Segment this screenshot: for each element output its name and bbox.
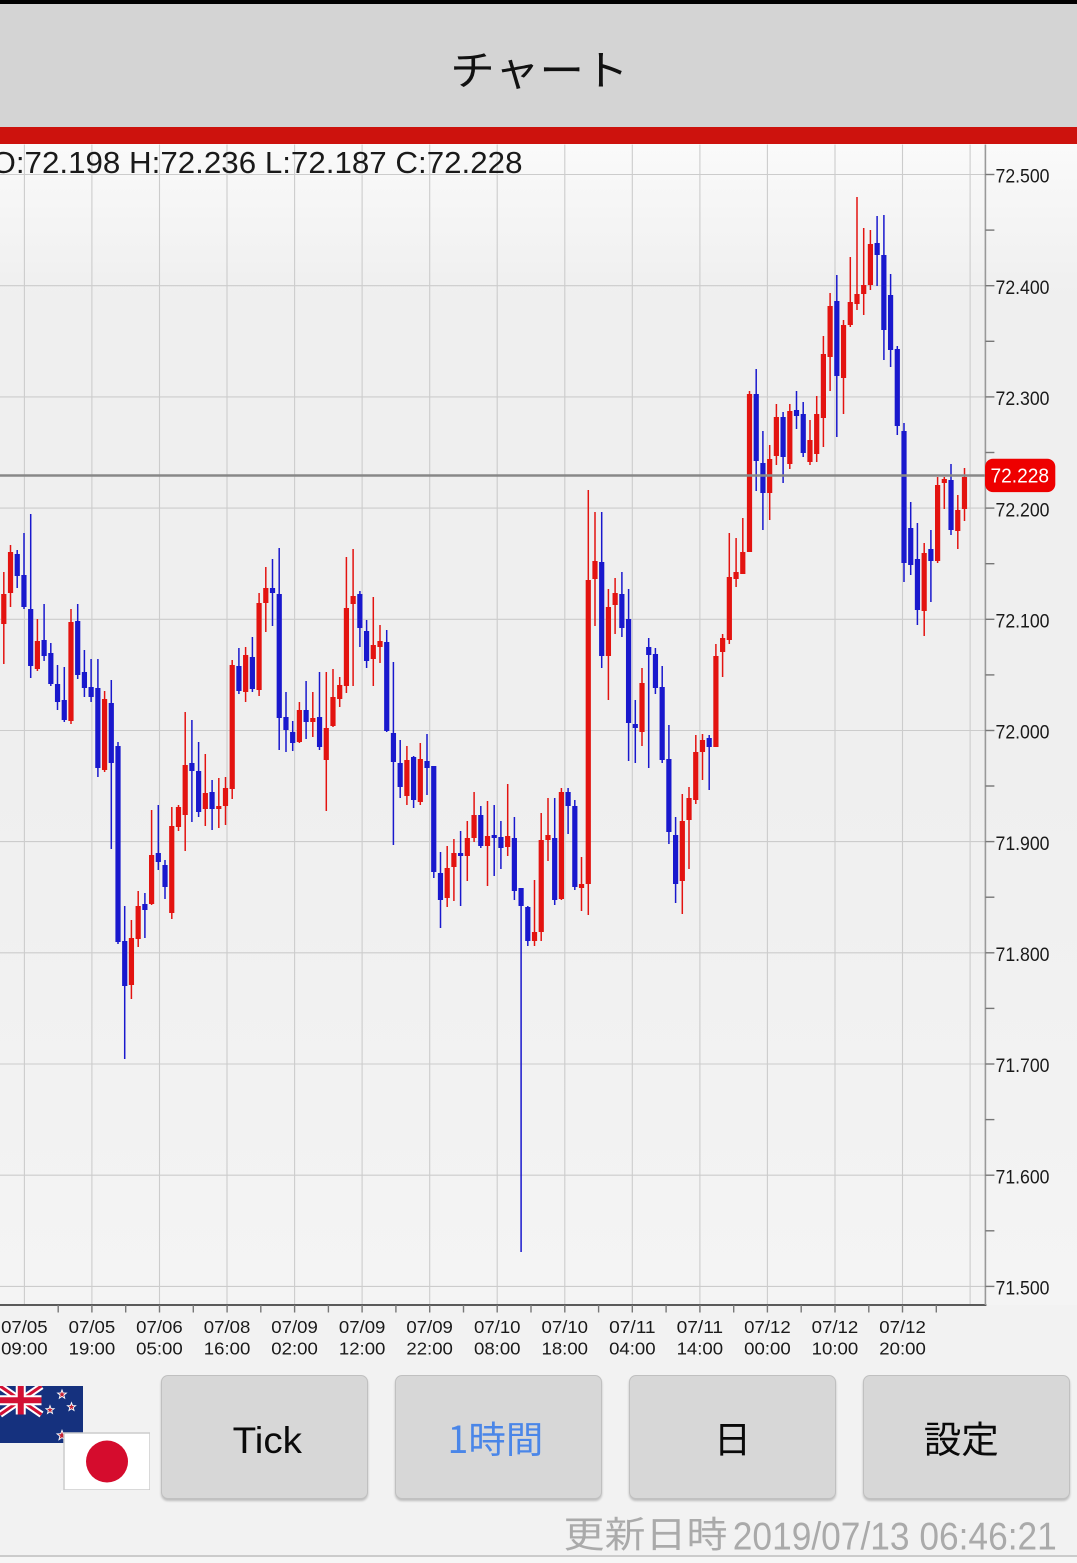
- svg-text:07/06: 07/06: [136, 1317, 183, 1337]
- svg-text:2019/07/13 06:46:21: 2019/07/13 06:46:21: [733, 1516, 1057, 1559]
- svg-text:05:00: 05:00: [136, 1339, 183, 1359]
- svg-text:16:00: 16:00: [204, 1339, 251, 1359]
- svg-text:12:00: 12:00: [339, 1339, 386, 1359]
- svg-text:09:00: 09:00: [1, 1339, 47, 1359]
- svg-text:00:00: 00:00: [744, 1339, 791, 1359]
- svg-text:07/12: 07/12: [812, 1317, 859, 1337]
- svg-text:04:00: 04:00: [609, 1339, 656, 1359]
- svg-text:14:00: 14:00: [677, 1339, 724, 1359]
- svg-text:02:00: 02:00: [271, 1339, 318, 1359]
- svg-text:19:00: 19:00: [69, 1339, 116, 1359]
- svg-text:07/09: 07/09: [339, 1317, 386, 1337]
- svg-text:07/08: 07/08: [204, 1317, 251, 1337]
- svg-text:07/12: 07/12: [744, 1317, 791, 1337]
- svg-text:07/11: 07/11: [609, 1317, 656, 1337]
- svg-text:07/12: 07/12: [879, 1317, 926, 1337]
- svg-text:10:00: 10:00: [812, 1339, 859, 1359]
- svg-text:07/09: 07/09: [406, 1317, 453, 1337]
- svg-text:08:00: 08:00: [474, 1339, 521, 1359]
- svg-text:07/05: 07/05: [1, 1317, 47, 1337]
- svg-text:07/05: 07/05: [69, 1317, 116, 1337]
- svg-text:20:00: 20:00: [879, 1339, 926, 1359]
- svg-text:22:00: 22:00: [406, 1339, 453, 1359]
- svg-text:07/11: 07/11: [677, 1317, 724, 1337]
- svg-text:07/10: 07/10: [542, 1317, 589, 1337]
- svg-text:07/10: 07/10: [474, 1317, 521, 1337]
- svg-text:07/09: 07/09: [271, 1317, 318, 1337]
- svg-text:18:00: 18:00: [542, 1339, 589, 1359]
